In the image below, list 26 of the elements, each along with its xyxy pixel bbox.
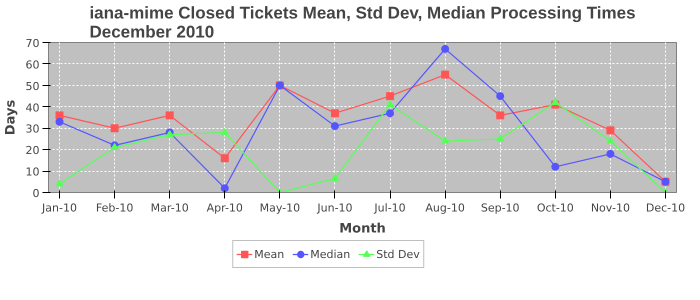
x-tick-label: Oct-10 [536, 202, 574, 214]
legend-label: Std Dev [376, 248, 420, 260]
x-tick-label: Mar-10 [150, 202, 189, 214]
y-tick-label: 30 [26, 122, 40, 136]
x-tick-label: Jun-10 [316, 202, 353, 214]
x-tick-label: Sep-10 [480, 202, 520, 214]
y-axis-title: Days [4, 100, 19, 136]
legend-label: Mean [254, 248, 284, 260]
y-tick-label: 20 [26, 144, 40, 158]
legend-label: Median [310, 248, 350, 260]
x-tick-label: Feb-10 [96, 202, 134, 214]
x-tick-label: Dec-10 [646, 202, 686, 214]
x-axis-title: Month [339, 222, 386, 236]
x-tick-label: Jan-10 [41, 202, 77, 214]
y-tick-label: 0 [32, 187, 40, 200]
chart-title: iana-mime Closed Tickets Mean, Std Dev, Median Processing Times December 2010 [89, 4, 636, 42]
x-tick-label: Apr-10 [206, 202, 243, 214]
y-tick-label: 50 [26, 80, 40, 93]
y-tick-label: 40 [26, 101, 40, 114]
x-tick-label: Nov-10 [590, 202, 630, 214]
y-tick-label: 60 [26, 58, 40, 72]
x-tick-label: Aug-10 [425, 202, 465, 214]
y-tick-label: 10 [26, 166, 40, 179]
x-tick-label: May-10 [260, 202, 300, 214]
y-tick-label: 70 [26, 37, 40, 50]
x-tick-label: Jul-10 [373, 202, 406, 214]
